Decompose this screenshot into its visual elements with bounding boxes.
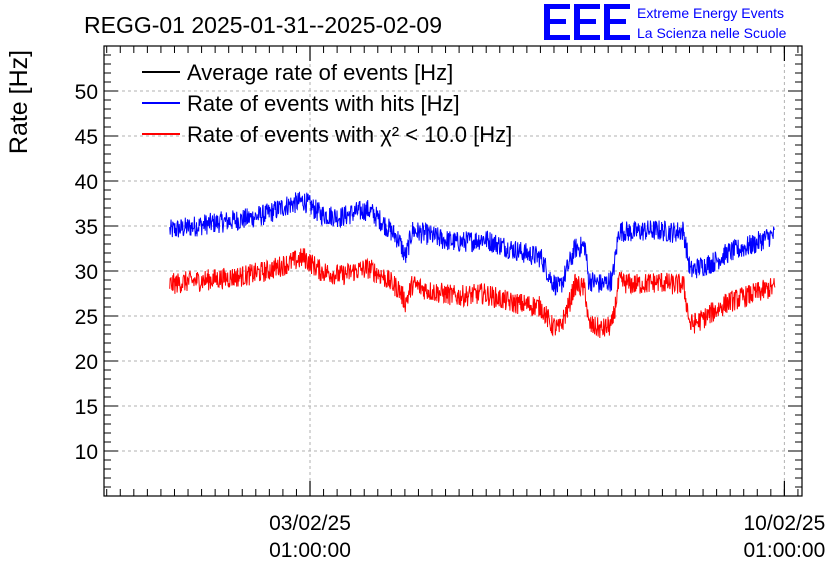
legend-label-2: Rate of events with χ² < 10.0 [Hz]	[187, 122, 512, 147]
y-tick-label: 20	[75, 351, 98, 374]
y-axis-title: Rate [Hz]	[5, 50, 33, 154]
series-line-1	[169, 191, 776, 296]
legend-label-1: Rate of events with hits [Hz]	[187, 91, 460, 116]
logo-line-2: La Scienza nelle Scuole	[637, 25, 787, 41]
logo-line-1: Extreme Energy Events	[637, 5, 784, 21]
legend: Average rate of events [Hz] Rate of event…	[142, 60, 512, 147]
y-tick-label: 25	[75, 306, 98, 329]
y-tick-label: 15	[75, 396, 98, 419]
grid-lines	[104, 46, 802, 496]
y-tick-label: 35	[75, 216, 98, 239]
y-tick-label: 50	[75, 81, 98, 104]
eee-logo-mark	[544, 4, 630, 40]
series-layer	[169, 191, 776, 339]
x-tick-label-date: 03/02/25	[269, 512, 351, 535]
axes: 10 15 20 25 30 35 40 45 50 03/02/25 01:00:00 10/02/…	[75, 45, 826, 562]
y-tick-label: 40	[75, 171, 98, 194]
series-line-2	[169, 248, 776, 339]
legend-label-0: Average rate of events [Hz]	[187, 60, 453, 85]
chart-title: REGG-01 2025-01-31--2025-02-09	[84, 12, 442, 38]
y-tick-label: 30	[75, 261, 98, 284]
x-tick-label-time: 01:00:00	[269, 539, 351, 562]
x-tick-label-date: 10/02/25	[744, 512, 826, 535]
y-tick-label: 45	[75, 126, 98, 149]
y-tick-label: 10	[75, 441, 98, 464]
x-tick-label-time: 01:00:00	[744, 539, 826, 562]
eee-logo: Extreme Energy Events La Scienza nelle S…	[544, 4, 787, 41]
